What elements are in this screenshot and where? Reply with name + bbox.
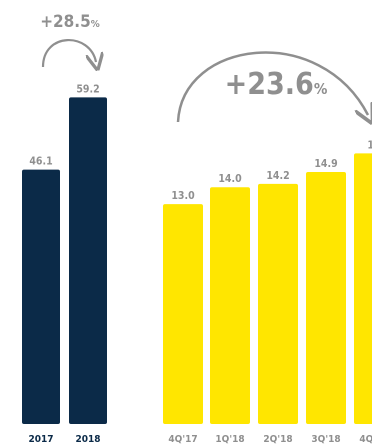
quarter-tick-label: 4Q'17: [168, 434, 197, 445]
quarter-value-label: 16: [367, 139, 372, 151]
annual-growth-label: +28.5%: [40, 12, 100, 32]
quarter-tick-label: 3Q'18: [311, 434, 340, 445]
annual-growth-unit: %: [91, 19, 100, 30]
quarterly-growth-arrow: [176, 51, 368, 122]
quarterly-growth-annotation: +23.6%: [176, 51, 368, 122]
annual-growth-value: +28.5: [40, 12, 91, 32]
quarter-value-label: 14.9: [314, 158, 337, 170]
annual-value-label: 46.1: [29, 156, 52, 168]
quarterly-growth-label: +23.6%: [225, 67, 328, 102]
bars-layer: 46.1 2017 59.2 2018 13.0 4Q'17 14.0 1Q'18 14.2 2Q…: [22, 83, 372, 445]
quarter-tick-label: 1Q'18: [215, 434, 244, 445]
quarter-value-label: 13.0: [171, 190, 195, 202]
quarter-bar: [163, 204, 203, 424]
annual-tick-label: 2018: [75, 434, 100, 445]
annual-tick-label: 2017: [28, 434, 53, 445]
annual-growth-annotation: +28.5%: [40, 12, 100, 67]
annual-bar: [69, 97, 107, 424]
annual-value-label: 59.2: [76, 83, 99, 95]
quarter-value-label: 14.0: [218, 173, 242, 185]
quarter-value-label: 14.2: [266, 170, 289, 182]
annual-growth-arrow: [41, 39, 96, 67]
quarter-bar: [306, 171, 346, 424]
quarterly-growth-unit: %: [314, 80, 328, 98]
quarter-tick-label: 2Q'18: [263, 434, 292, 445]
quarterly-growth-value: +23.6: [225, 67, 314, 102]
quarter-tick-label: 4Q'18: [359, 434, 372, 445]
annual-bar: [22, 169, 60, 424]
quarter-bar: [354, 153, 372, 424]
quarter-bar: [258, 183, 298, 424]
quarter-bar: [210, 187, 250, 424]
